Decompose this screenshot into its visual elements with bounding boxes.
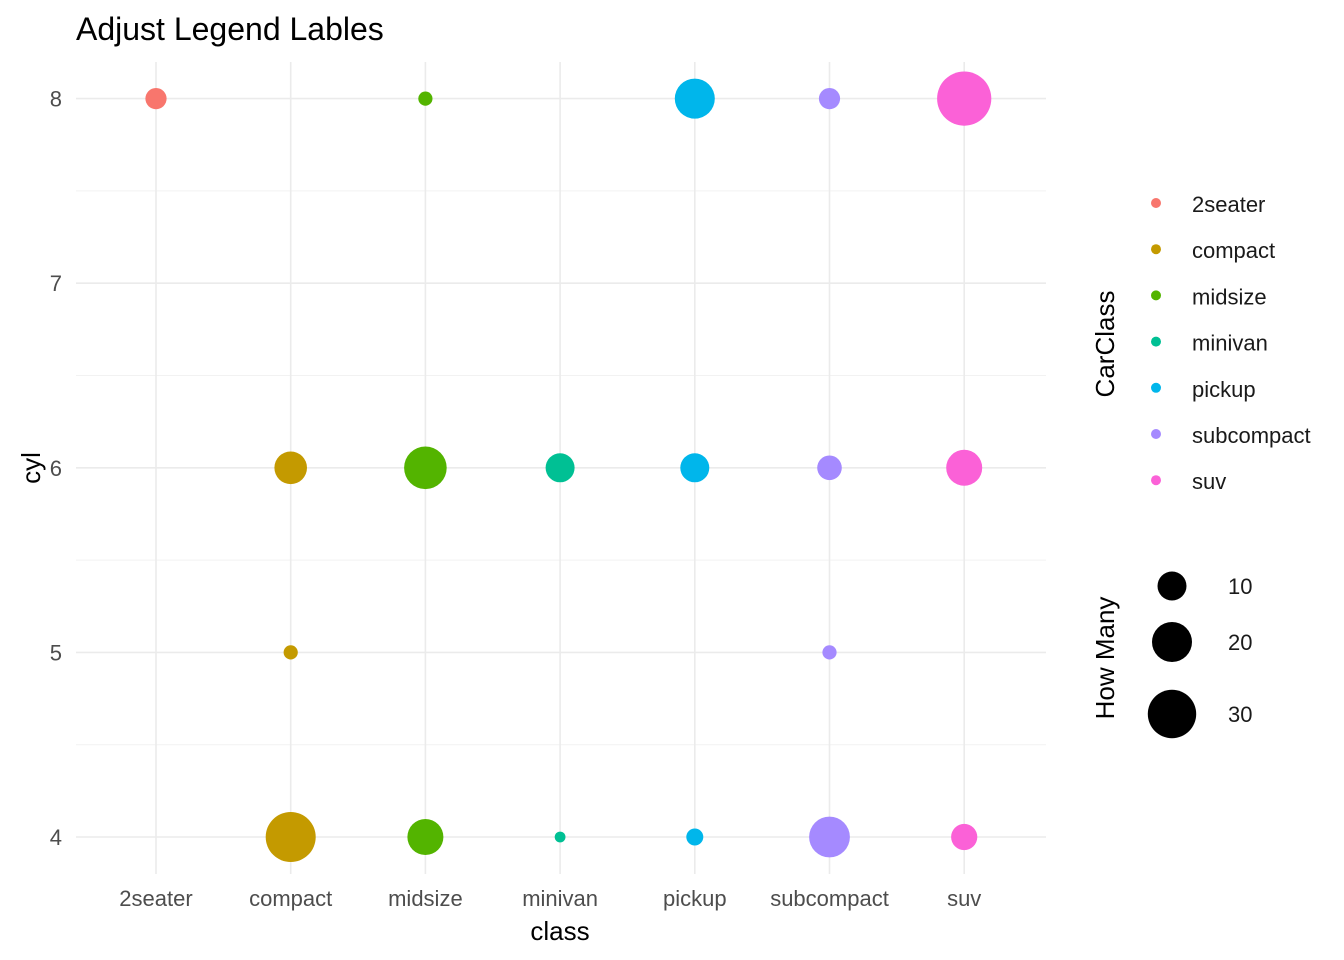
color-legend-key bbox=[1151, 290, 1161, 301]
size-legend-label: 30 bbox=[1228, 702, 1252, 727]
color-legend-title: CarClass bbox=[1090, 291, 1120, 398]
y-axis-title: cyl bbox=[16, 452, 46, 484]
x-tick-label: 2seater bbox=[119, 886, 192, 911]
color-legend-label: suv bbox=[1192, 469, 1226, 494]
size-legend-key bbox=[1152, 622, 1192, 662]
data-point bbox=[283, 645, 298, 660]
color-legend-label: 2seater bbox=[1192, 192, 1265, 217]
data-point bbox=[822, 645, 837, 660]
data-point bbox=[937, 71, 992, 126]
color-legend-label: subcompact bbox=[1192, 423, 1311, 448]
color-legend-key bbox=[1151, 336, 1161, 347]
size-legend-label: 10 bbox=[1228, 574, 1252, 599]
size-legend-title: How Many bbox=[1090, 597, 1120, 720]
data-point bbox=[680, 453, 710, 483]
y-tick-label: 7 bbox=[50, 271, 62, 296]
chart-title: Adjust Legend Lables bbox=[76, 11, 384, 47]
y-tick-label: 8 bbox=[50, 87, 62, 112]
x-tick-label: compact bbox=[249, 886, 332, 911]
data-points bbox=[145, 71, 992, 862]
color-legend: CarClass 2seater compact midsize minivan pic… bbox=[1090, 192, 1311, 494]
x-tick-labels: 2seater compact midsize minivan pickup subcom… bbox=[119, 886, 981, 911]
color-legend-label: pickup bbox=[1192, 377, 1256, 402]
data-point bbox=[817, 455, 842, 481]
data-point bbox=[274, 451, 308, 485]
x-axis-title: class bbox=[530, 916, 589, 946]
data-point bbox=[545, 453, 575, 483]
x-tick-label: pickup bbox=[663, 886, 727, 911]
size-legend: How Many 10 20 30 bbox=[1090, 571, 1252, 739]
size-legend-key bbox=[1147, 689, 1197, 739]
y-tick-label: 4 bbox=[50, 825, 62, 850]
color-legend-label: minivan bbox=[1192, 331, 1268, 356]
data-point bbox=[818, 88, 841, 110]
data-point bbox=[674, 78, 715, 119]
color-legend-key bbox=[1151, 244, 1161, 255]
y-tick-labels: 4 5 6 7 8 bbox=[50, 87, 62, 850]
size-legend-key bbox=[1157, 571, 1187, 601]
x-tick-label: suv bbox=[947, 886, 981, 911]
data-point bbox=[418, 91, 433, 106]
color-legend-key bbox=[1151, 198, 1161, 208]
data-point bbox=[145, 88, 167, 110]
y-tick-label: 6 bbox=[50, 456, 62, 481]
data-point bbox=[407, 819, 444, 855]
y-tick-label: 5 bbox=[50, 640, 62, 665]
size-legend-label: 20 bbox=[1228, 630, 1252, 655]
data-point bbox=[404, 446, 447, 490]
color-legend-key bbox=[1151, 429, 1161, 439]
color-legend-label: midsize bbox=[1192, 284, 1267, 309]
data-point bbox=[554, 831, 566, 843]
x-tick-label: midsize bbox=[388, 886, 463, 911]
data-point bbox=[946, 449, 983, 486]
data-point bbox=[265, 812, 316, 862]
data-point bbox=[686, 828, 704, 846]
data-point bbox=[951, 823, 978, 851]
color-legend-key bbox=[1151, 382, 1161, 393]
color-legend-key bbox=[1151, 475, 1161, 486]
color-legend-label: compact bbox=[1192, 238, 1275, 263]
data-point bbox=[809, 816, 850, 858]
x-tick-label: subcompact bbox=[770, 886, 889, 911]
x-tick-label: minivan bbox=[522, 886, 598, 911]
